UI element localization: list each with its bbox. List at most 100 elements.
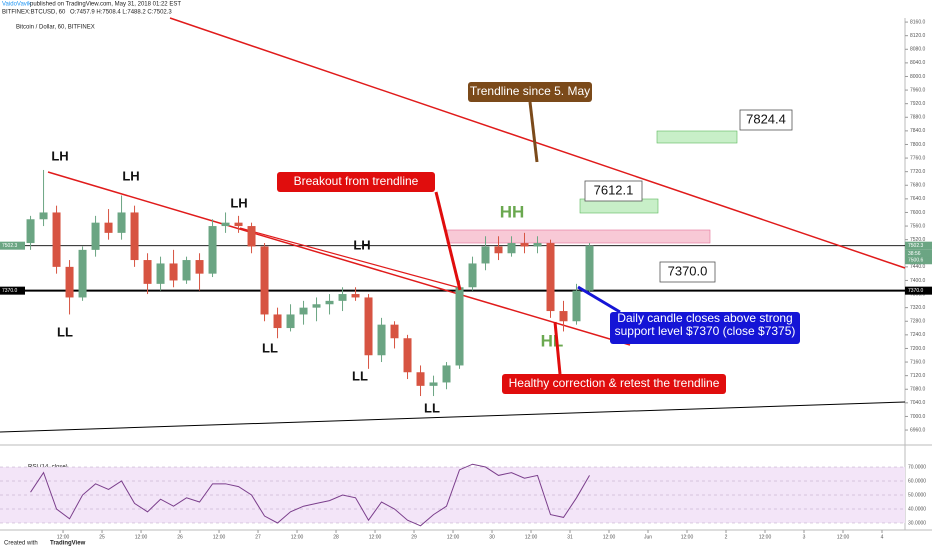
y-tick-label: 8000.0: [910, 74, 926, 80]
candle-body: [325, 300, 334, 305]
level-tag: [905, 286, 932, 295]
candle-body: [169, 263, 178, 281]
annotation-pointer: [528, 101, 539, 163]
y-tick-label: 7920.0: [910, 101, 926, 107]
y-tick-label: 7040.0: [910, 400, 926, 406]
candle-body: [507, 243, 516, 254]
resistance-zone: [446, 229, 711, 244]
y-tick-label: 8160.0: [910, 19, 926, 25]
annotation-box: [277, 172, 435, 192]
candle-body: [481, 246, 490, 264]
x-tick-label: 12:00: [447, 534, 460, 540]
annotation-pointer: [434, 191, 462, 291]
x-tick-label: 3: [803, 534, 806, 540]
candle-body: [91, 222, 100, 250]
candle-body: [286, 314, 295, 329]
y-tick-label: 7160.0: [910, 359, 926, 365]
candle-body: [468, 263, 477, 288]
candle-body: [520, 243, 529, 247]
candle-body: [130, 212, 139, 261]
candle-body: [364, 297, 373, 356]
x-tick-label: 12:00: [57, 534, 70, 540]
x-tick-label: 12:00: [681, 534, 694, 540]
trendline: [239, 227, 461, 289]
x-tick-label: 12:00: [603, 534, 616, 540]
symbol: BITFINEX:BTCUSD, 60: [2, 10, 66, 16]
annotation-text: support level $7370 (close $7375): [615, 324, 796, 338]
candle-body: [208, 226, 217, 274]
rsi-tick-label: 30.0000: [908, 520, 926, 526]
x-tick-label: 25: [99, 534, 105, 540]
candle-body: [416, 372, 425, 386]
annotation-box: [502, 374, 726, 394]
price-tag: [905, 256, 932, 265]
candle-body: [390, 324, 399, 339]
candle-body: [585, 245, 594, 291]
level-tag-label: 7502.3: [908, 243, 924, 249]
x-tick-label: 29: [411, 534, 417, 540]
annotation-box: [610, 312, 800, 344]
candle-body: [572, 290, 581, 322]
target-box: [659, 261, 716, 283]
footer-created: Created with: [4, 541, 38, 547]
rsi-tick-label: 70.0000: [908, 464, 926, 470]
level-tag-left: [0, 286, 25, 295]
candle-body: [234, 222, 243, 227]
candle-body: [442, 365, 451, 383]
swing-label: LL: [57, 324, 73, 339]
rsi-tick-label: 40.0000: [908, 506, 926, 512]
candle-body: [377, 324, 386, 356]
x-tick-label: 12:00: [759, 534, 772, 540]
candle-body: [494, 246, 503, 254]
y-tick-label: 7520.0: [910, 237, 926, 243]
swing-label: LH: [230, 195, 247, 210]
annotation-pointer: [553, 321, 562, 375]
trendline: [0, 401, 906, 433]
candle-body: [65, 266, 74, 298]
target-box: [584, 180, 643, 202]
pattern-label: HH: [500, 202, 525, 221]
trendline: [47, 171, 631, 346]
y-tick-label: 6960.0: [910, 427, 926, 433]
x-tick-label: 30: [489, 534, 495, 540]
publisher: VaidoVavik: [2, 2, 32, 8]
x-tick-label: 12:00: [837, 534, 850, 540]
y-tick-label: 7080.0: [910, 387, 926, 393]
target-zone: [656, 130, 738, 144]
candle-body: [143, 260, 152, 284]
y-tick-label: 7840.0: [910, 128, 926, 134]
candle-body: [117, 212, 126, 233]
y-tick-label: 7280.0: [910, 319, 926, 325]
annotation-text: Trendline since 5. May: [470, 84, 590, 98]
target-label: 7824.4: [746, 111, 786, 126]
x-tick-label: 27: [255, 534, 261, 540]
swing-label: LH: [353, 237, 370, 252]
swing-label: LH: [122, 168, 139, 183]
y-tick-label: 8120.0: [910, 33, 926, 39]
published: published on TradingView.com, May 31, 20…: [30, 2, 181, 8]
target-label: 7612.1: [594, 182, 634, 197]
target-label: 7370.0: [668, 263, 708, 278]
candle-body: [533, 243, 542, 247]
chart-title: Bitcoin / Dollar, 60, BITFINEX: [16, 25, 95, 31]
y-tick-label: 7240.0: [910, 332, 926, 338]
annotation-text: Healthy correction & retest the trendlin…: [509, 376, 720, 390]
trendline: [169, 17, 906, 269]
candle-body: [39, 212, 48, 220]
y-tick-label: 7200.0: [910, 346, 926, 352]
candle-body: [299, 307, 308, 315]
level-tag-label: 7370.0: [908, 288, 924, 294]
x-tick-label: 12:00: [291, 534, 304, 540]
candle-body: [312, 304, 321, 308]
pattern-label: HL: [541, 331, 564, 350]
candle-body: [195, 260, 204, 274]
x-tick-label: Jun: [644, 534, 652, 540]
candle-body: [247, 226, 256, 247]
y-tick-label: 7760.0: [910, 155, 926, 161]
candle-body: [338, 294, 347, 301]
rsi-tick-label: 60.0000: [908, 478, 926, 484]
price-tag-label: 38:56: [908, 251, 921, 257]
x-tick-label: 12:00: [213, 534, 226, 540]
x-tick-label: 12:00: [525, 534, 538, 540]
footer-brand: TradingView: [50, 541, 86, 547]
